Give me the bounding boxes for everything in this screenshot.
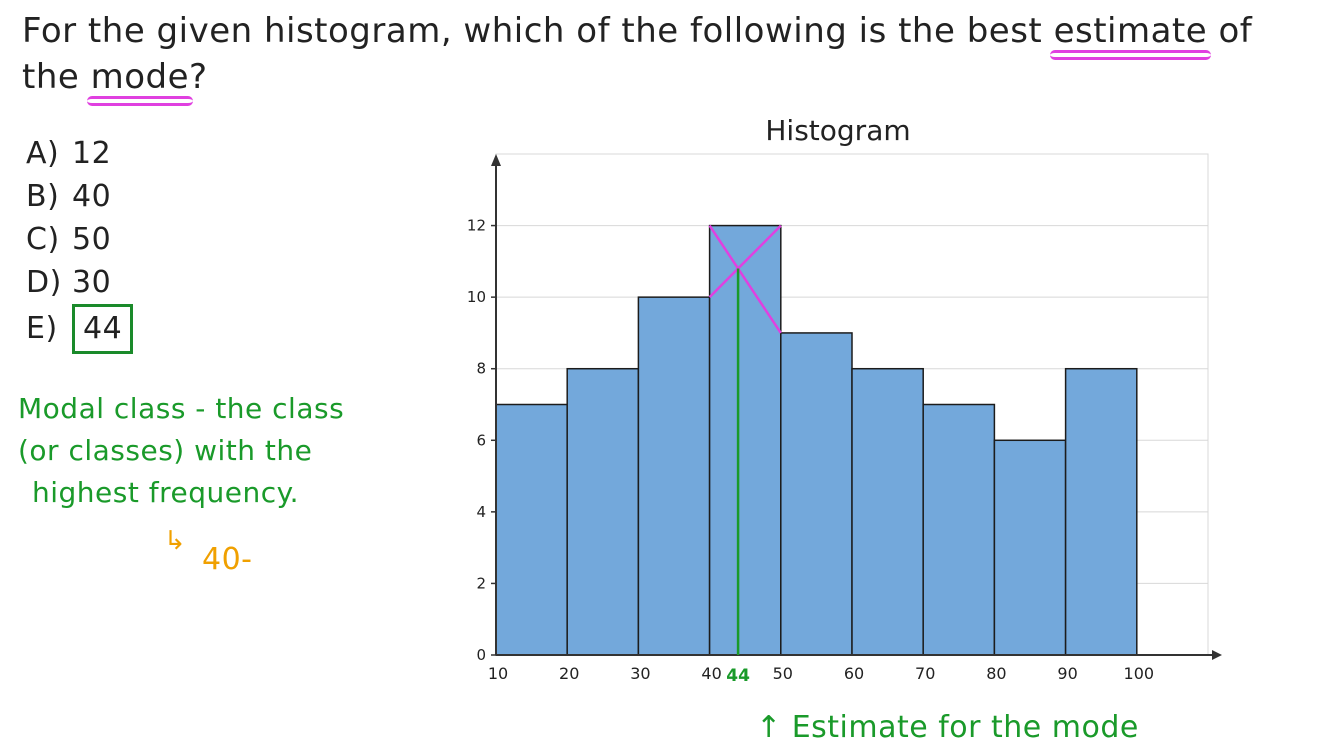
y-tick-label: 0 (476, 646, 486, 664)
bar-40 (708, 224, 782, 656)
x-tick-label: 90 (1057, 664, 1077, 683)
modal-class-note: Modal class - the class (or classes) wit… (18, 392, 345, 509)
bar-30 (637, 296, 711, 656)
y-tick-label: 6 (476, 431, 486, 449)
highlight-mode: mode (86, 54, 194, 106)
chart-title: Histogram (765, 114, 910, 147)
x-tick-label: 40 (701, 664, 721, 683)
estimate-label: ↑ Estimate for the mode (756, 710, 1139, 745)
x-tick-label: 80 (986, 664, 1006, 683)
option-b[interactable]: B) 40 (26, 179, 112, 214)
bar-10 (495, 403, 568, 656)
bar-50 (780, 332, 853, 656)
bar-60 (851, 367, 924, 656)
axes (491, 154, 1222, 660)
y-axis-arrow-icon (491, 154, 501, 166)
bar-80 (993, 439, 1067, 656)
question-text: For the given histogram, which of the fo… (22, 8, 1312, 106)
option-e[interactable]: E) 44 (26, 304, 134, 354)
y-tick-label: 10 (467, 288, 486, 306)
x-tick-label: 20 (559, 664, 579, 683)
y-tick-label: 12 (467, 217, 486, 235)
cross-line (708, 224, 782, 334)
y-tick-label: 2 (476, 574, 486, 592)
bar-20 (566, 367, 640, 656)
x-axis-arrow-icon (1212, 650, 1222, 660)
option-a[interactable]: A) 12 (26, 136, 112, 171)
x-tick-label: 50 (773, 664, 793, 683)
highlight-estimate: estimate (1049, 8, 1211, 60)
y-tick-label: 8 (476, 360, 486, 378)
y-tick-label: 4 (476, 503, 486, 521)
tick-labels: 0 2 4 6 8 10 12 10 20 30 40 50 60 70 80 90 100 (467, 217, 1154, 683)
x-tick-label: 10 (488, 664, 508, 683)
bar-70 (922, 403, 996, 656)
bar-90 (1064, 367, 1138, 656)
curved-arrow-icon: ↳ (164, 526, 186, 556)
x-tick-label: 30 (630, 664, 650, 683)
x-tick-label: 100 (1124, 664, 1155, 683)
cross-line (708, 224, 782, 299)
option-d[interactable]: D) 30 (26, 265, 112, 300)
x-tick-label: 60 (844, 664, 864, 683)
answer-options: A) 12 B) 40 C) 50 D) 30 E) 44 (26, 132, 134, 354)
x-tick-label: 70 (915, 664, 935, 683)
option-c[interactable]: C) 50 (26, 222, 112, 257)
mode-construction: 44 (708, 224, 782, 686)
bars (495, 224, 1138, 656)
correct-answer-box: 44 (72, 304, 134, 354)
modal-class-value: 40- (202, 542, 253, 577)
mode-label: 44 (726, 666, 750, 686)
